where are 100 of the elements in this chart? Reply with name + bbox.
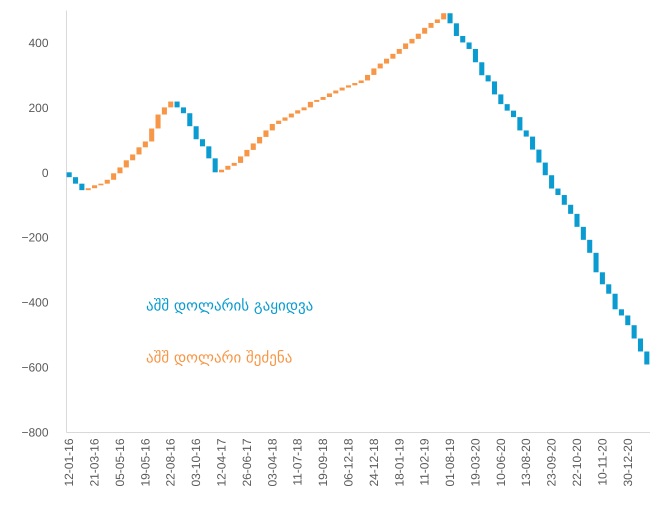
bar xyxy=(111,173,116,180)
bar xyxy=(156,114,161,128)
x-tick-label: 22-10-20 xyxy=(570,438,584,487)
bar xyxy=(149,128,154,142)
x-tick-label: 05-05-16 xyxy=(112,438,127,487)
bar xyxy=(142,141,148,148)
bar xyxy=(326,93,332,97)
y-tick-label: 200 xyxy=(28,100,49,115)
bar xyxy=(524,130,529,137)
y-tick-label: −800 xyxy=(21,426,49,440)
bar xyxy=(460,36,466,42)
bar xyxy=(606,284,612,294)
bar xyxy=(466,42,472,49)
bar xyxy=(504,104,510,111)
bar xyxy=(364,74,370,80)
bar xyxy=(384,58,390,64)
bar xyxy=(587,240,592,253)
x-tick-label: 30-12-20 xyxy=(620,438,635,487)
bar xyxy=(136,147,142,154)
bar xyxy=(276,120,282,124)
x-tick-label: 11-07-18 xyxy=(290,438,305,486)
bar xyxy=(206,146,212,158)
x-tick-label: 12-04-17 xyxy=(214,438,229,487)
bar xyxy=(618,309,624,316)
bar xyxy=(270,124,275,130)
bar xyxy=(340,88,345,91)
bar xyxy=(257,136,262,144)
bar xyxy=(244,150,250,156)
x-tick-label: 22-08-16 xyxy=(164,438,178,487)
y-tick-label: −400 xyxy=(21,296,49,310)
x-tick-label: 10-06-20 xyxy=(494,438,508,487)
x-tick-label: 19-09-18 xyxy=(316,438,330,487)
text: აშშ დოლარი შეძენა xyxy=(146,348,292,366)
bar xyxy=(498,94,504,104)
bar xyxy=(549,175,554,189)
bar xyxy=(200,139,206,146)
bar xyxy=(492,81,498,94)
bar xyxy=(174,102,180,108)
bar xyxy=(530,136,536,150)
x-tick-label: 01-08-19 xyxy=(443,438,458,487)
bar xyxy=(574,214,580,227)
bar xyxy=(130,154,136,160)
x-tick-label: 19-05-16 xyxy=(138,438,152,487)
bar xyxy=(562,195,567,205)
bar xyxy=(390,54,396,59)
x-tick-label: 12-01-16 xyxy=(62,438,76,487)
bar xyxy=(600,272,605,284)
x-tick-label: 21-03-16 xyxy=(88,438,102,487)
bar xyxy=(194,126,199,140)
x-tick-label: 26-06-17 xyxy=(240,438,254,487)
bar xyxy=(536,150,542,163)
bar xyxy=(428,22,434,28)
x-tick-label: 03-04-18 xyxy=(265,438,280,487)
bar xyxy=(612,294,618,310)
y-tick-label: 400 xyxy=(28,36,49,50)
x-tick-label: 13-08-20 xyxy=(519,438,534,487)
bar xyxy=(308,102,313,108)
bar xyxy=(288,114,294,118)
y-tick-label: −600 xyxy=(21,360,49,375)
bar xyxy=(625,315,630,326)
bar xyxy=(187,113,192,126)
bar xyxy=(104,180,110,184)
y-tick-label: 0 xyxy=(42,166,49,180)
bar xyxy=(472,48,478,62)
x-tick-label: 10-11-20 xyxy=(595,438,610,486)
bar xyxy=(263,130,268,137)
bar xyxy=(333,90,338,94)
x-tick-label: 11-02-19 xyxy=(418,438,432,486)
bar xyxy=(378,64,383,68)
bar xyxy=(555,188,560,196)
bar xyxy=(632,325,637,339)
x-tick-label: 24-12-18 xyxy=(366,438,381,487)
bar xyxy=(124,160,129,168)
bar xyxy=(403,43,408,49)
bar xyxy=(486,75,491,82)
text: აშშ დოლარის გაყიდვა xyxy=(146,296,314,314)
bar xyxy=(232,162,237,166)
bar xyxy=(168,102,174,108)
bar xyxy=(117,167,122,174)
x-tick-label: 03-10-16 xyxy=(189,438,204,487)
bar xyxy=(162,107,167,115)
bar xyxy=(510,110,516,118)
bar xyxy=(422,28,428,34)
bar xyxy=(282,117,288,121)
bar xyxy=(218,170,224,172)
bar xyxy=(580,226,586,240)
x-tick-label: 19-03-20 xyxy=(468,438,482,487)
x-tick-label: 23-09-20 xyxy=(544,438,559,487)
bar xyxy=(434,19,440,23)
bar xyxy=(79,184,84,190)
bar xyxy=(568,204,574,214)
bar xyxy=(371,68,376,75)
bar xyxy=(396,48,402,54)
bar xyxy=(517,117,522,130)
bar xyxy=(638,338,644,352)
bar xyxy=(66,172,72,178)
x-tick-label: 06-12-18 xyxy=(341,438,356,487)
bar xyxy=(212,158,218,172)
bar xyxy=(302,107,307,110)
bar xyxy=(238,156,244,163)
